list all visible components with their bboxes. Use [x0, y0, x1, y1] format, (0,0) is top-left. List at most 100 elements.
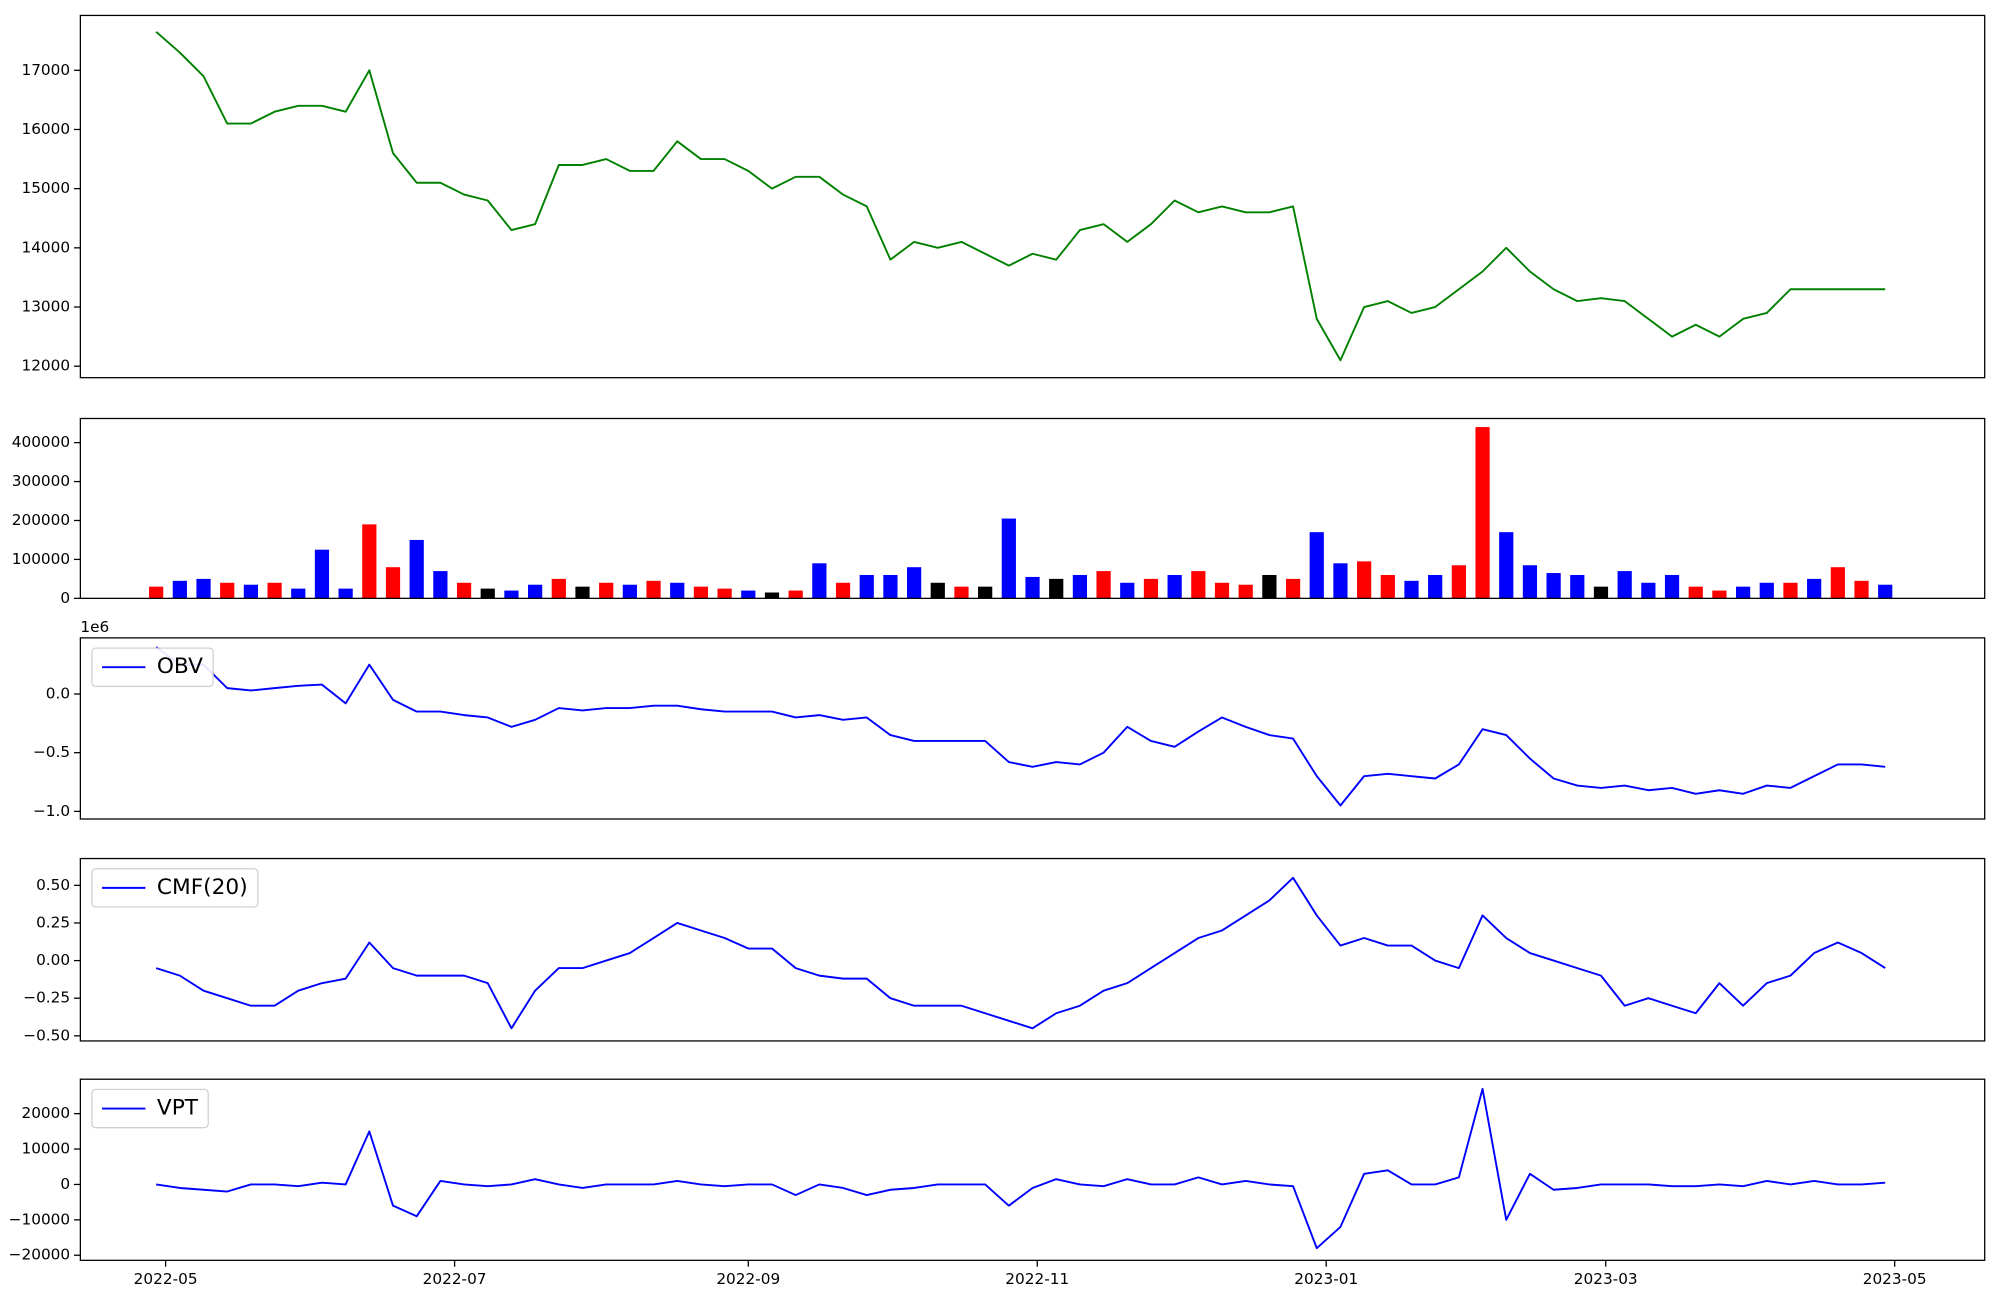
bar — [1688, 586, 1703, 599]
bar — [670, 582, 685, 599]
bar — [1759, 582, 1774, 599]
bar — [1522, 565, 1538, 599]
y-tick-label: −0.50 — [23, 1026, 70, 1044]
bar — [1001, 518, 1016, 599]
panel: −1.0 −0.5 0.0 1e6 OBV — [33, 618, 1986, 820]
bar — [1049, 578, 1064, 599]
line — [156, 1087, 1886, 1250]
x-tick-label: 2023-05 — [1863, 1270, 1927, 1288]
y-tick-label: 13000 — [21, 298, 70, 316]
legend-label: CMF(20) — [157, 875, 248, 900]
bar — [1167, 574, 1182, 599]
x-tick-label: 2023-01 — [1294, 1270, 1358, 1288]
bar — [883, 574, 898, 599]
y-tick-label: 300000 — [12, 472, 70, 490]
y-tick-label: −1.0 — [33, 802, 70, 820]
y-tick-label: 100000 — [12, 550, 70, 568]
bar — [1428, 574, 1443, 599]
bar — [291, 588, 306, 599]
bar — [1214, 582, 1230, 599]
panel: −0.50 −0.25 0.00 0.25 0.50 CMF(20) — [23, 857, 1986, 1044]
y-tick-label: 200000 — [12, 511, 70, 529]
bar — [835, 582, 851, 599]
y-tick-label: 400000 — [12, 433, 70, 451]
bar — [717, 588, 732, 599]
y-offset-label: 1e6 — [80, 618, 109, 636]
bar — [385, 567, 401, 599]
panel: 0 100000 200000 300000 400000 — [12, 417, 1986, 607]
bar — [362, 524, 377, 599]
bar — [1641, 582, 1656, 599]
bar — [172, 580, 187, 599]
bar — [1072, 574, 1088, 599]
bar — [409, 539, 424, 599]
y-tick-label: 20000 — [21, 1104, 70, 1122]
y-tick-label: 16000 — [21, 120, 70, 138]
bar — [1309, 532, 1324, 599]
y-tick-label: 0.25 — [36, 913, 70, 931]
bar — [456, 582, 472, 599]
bar — [859, 574, 874, 599]
y-tick-label: −10000 — [9, 1210, 70, 1228]
bar — [1664, 574, 1680, 599]
bar — [149, 586, 164, 599]
plot-area — [80, 858, 1985, 1041]
bar — [1712, 590, 1727, 599]
bar — [1475, 427, 1490, 599]
bar — [314, 549, 330, 599]
bar — [1878, 584, 1893, 599]
bar — [978, 586, 993, 599]
y-tick-label: 0.50 — [36, 876, 70, 894]
bar — [1854, 580, 1869, 599]
bar — [1143, 578, 1159, 599]
y-tick-label: 10000 — [21, 1140, 70, 1158]
x-tick-label: 2022-05 — [134, 1270, 198, 1288]
line — [155, 646, 1886, 807]
bar — [1191, 571, 1206, 599]
bar — [504, 590, 519, 599]
plot-frame — [79, 1078, 1986, 1261]
plot-frame — [79, 14, 1986, 379]
bar — [433, 571, 448, 599]
y-tick-label: 14000 — [21, 238, 70, 256]
bar — [1120, 582, 1135, 599]
x-tick-label: 2023-03 — [1574, 1270, 1638, 1288]
y-tick-label: −0.5 — [33, 743, 70, 761]
bar — [1262, 574, 1277, 599]
bar — [1285, 578, 1301, 599]
bar — [338, 588, 353, 599]
y-tick-label: 0 — [60, 1175, 70, 1193]
bar — [646, 580, 661, 599]
bar — [1783, 582, 1798, 599]
y-tick-label: 0.00 — [36, 951, 70, 969]
plot-frame — [79, 637, 1986, 820]
bar — [1238, 584, 1253, 599]
bar — [1617, 571, 1632, 599]
bar — [693, 586, 709, 599]
bar — [1570, 574, 1585, 599]
y-tick-label: 0 — [60, 589, 70, 607]
line — [155, 31, 1886, 362]
bar — [1025, 576, 1040, 599]
panel: 12000 13000 14000 15000 16000 17000 — [21, 14, 1986, 379]
bar — [764, 592, 780, 599]
bar — [267, 582, 282, 599]
bar — [906, 567, 922, 599]
x-tick-label: 2022-09 — [716, 1270, 780, 1288]
bar — [551, 578, 566, 599]
plot-area — [80, 637, 1985, 820]
bar — [954, 586, 969, 599]
bar — [220, 582, 235, 599]
bar — [1830, 567, 1845, 599]
line — [155, 876, 1886, 1030]
y-tick-label: −0.25 — [23, 989, 70, 1007]
legend: VPT — [91, 1088, 209, 1129]
legend-box — [91, 647, 214, 687]
x-tick-label: 2022-11 — [1005, 1270, 1069, 1288]
bar — [930, 582, 945, 599]
bar — [622, 584, 637, 599]
legend-box — [91, 868, 259, 908]
plot-area — [80, 1079, 1985, 1261]
